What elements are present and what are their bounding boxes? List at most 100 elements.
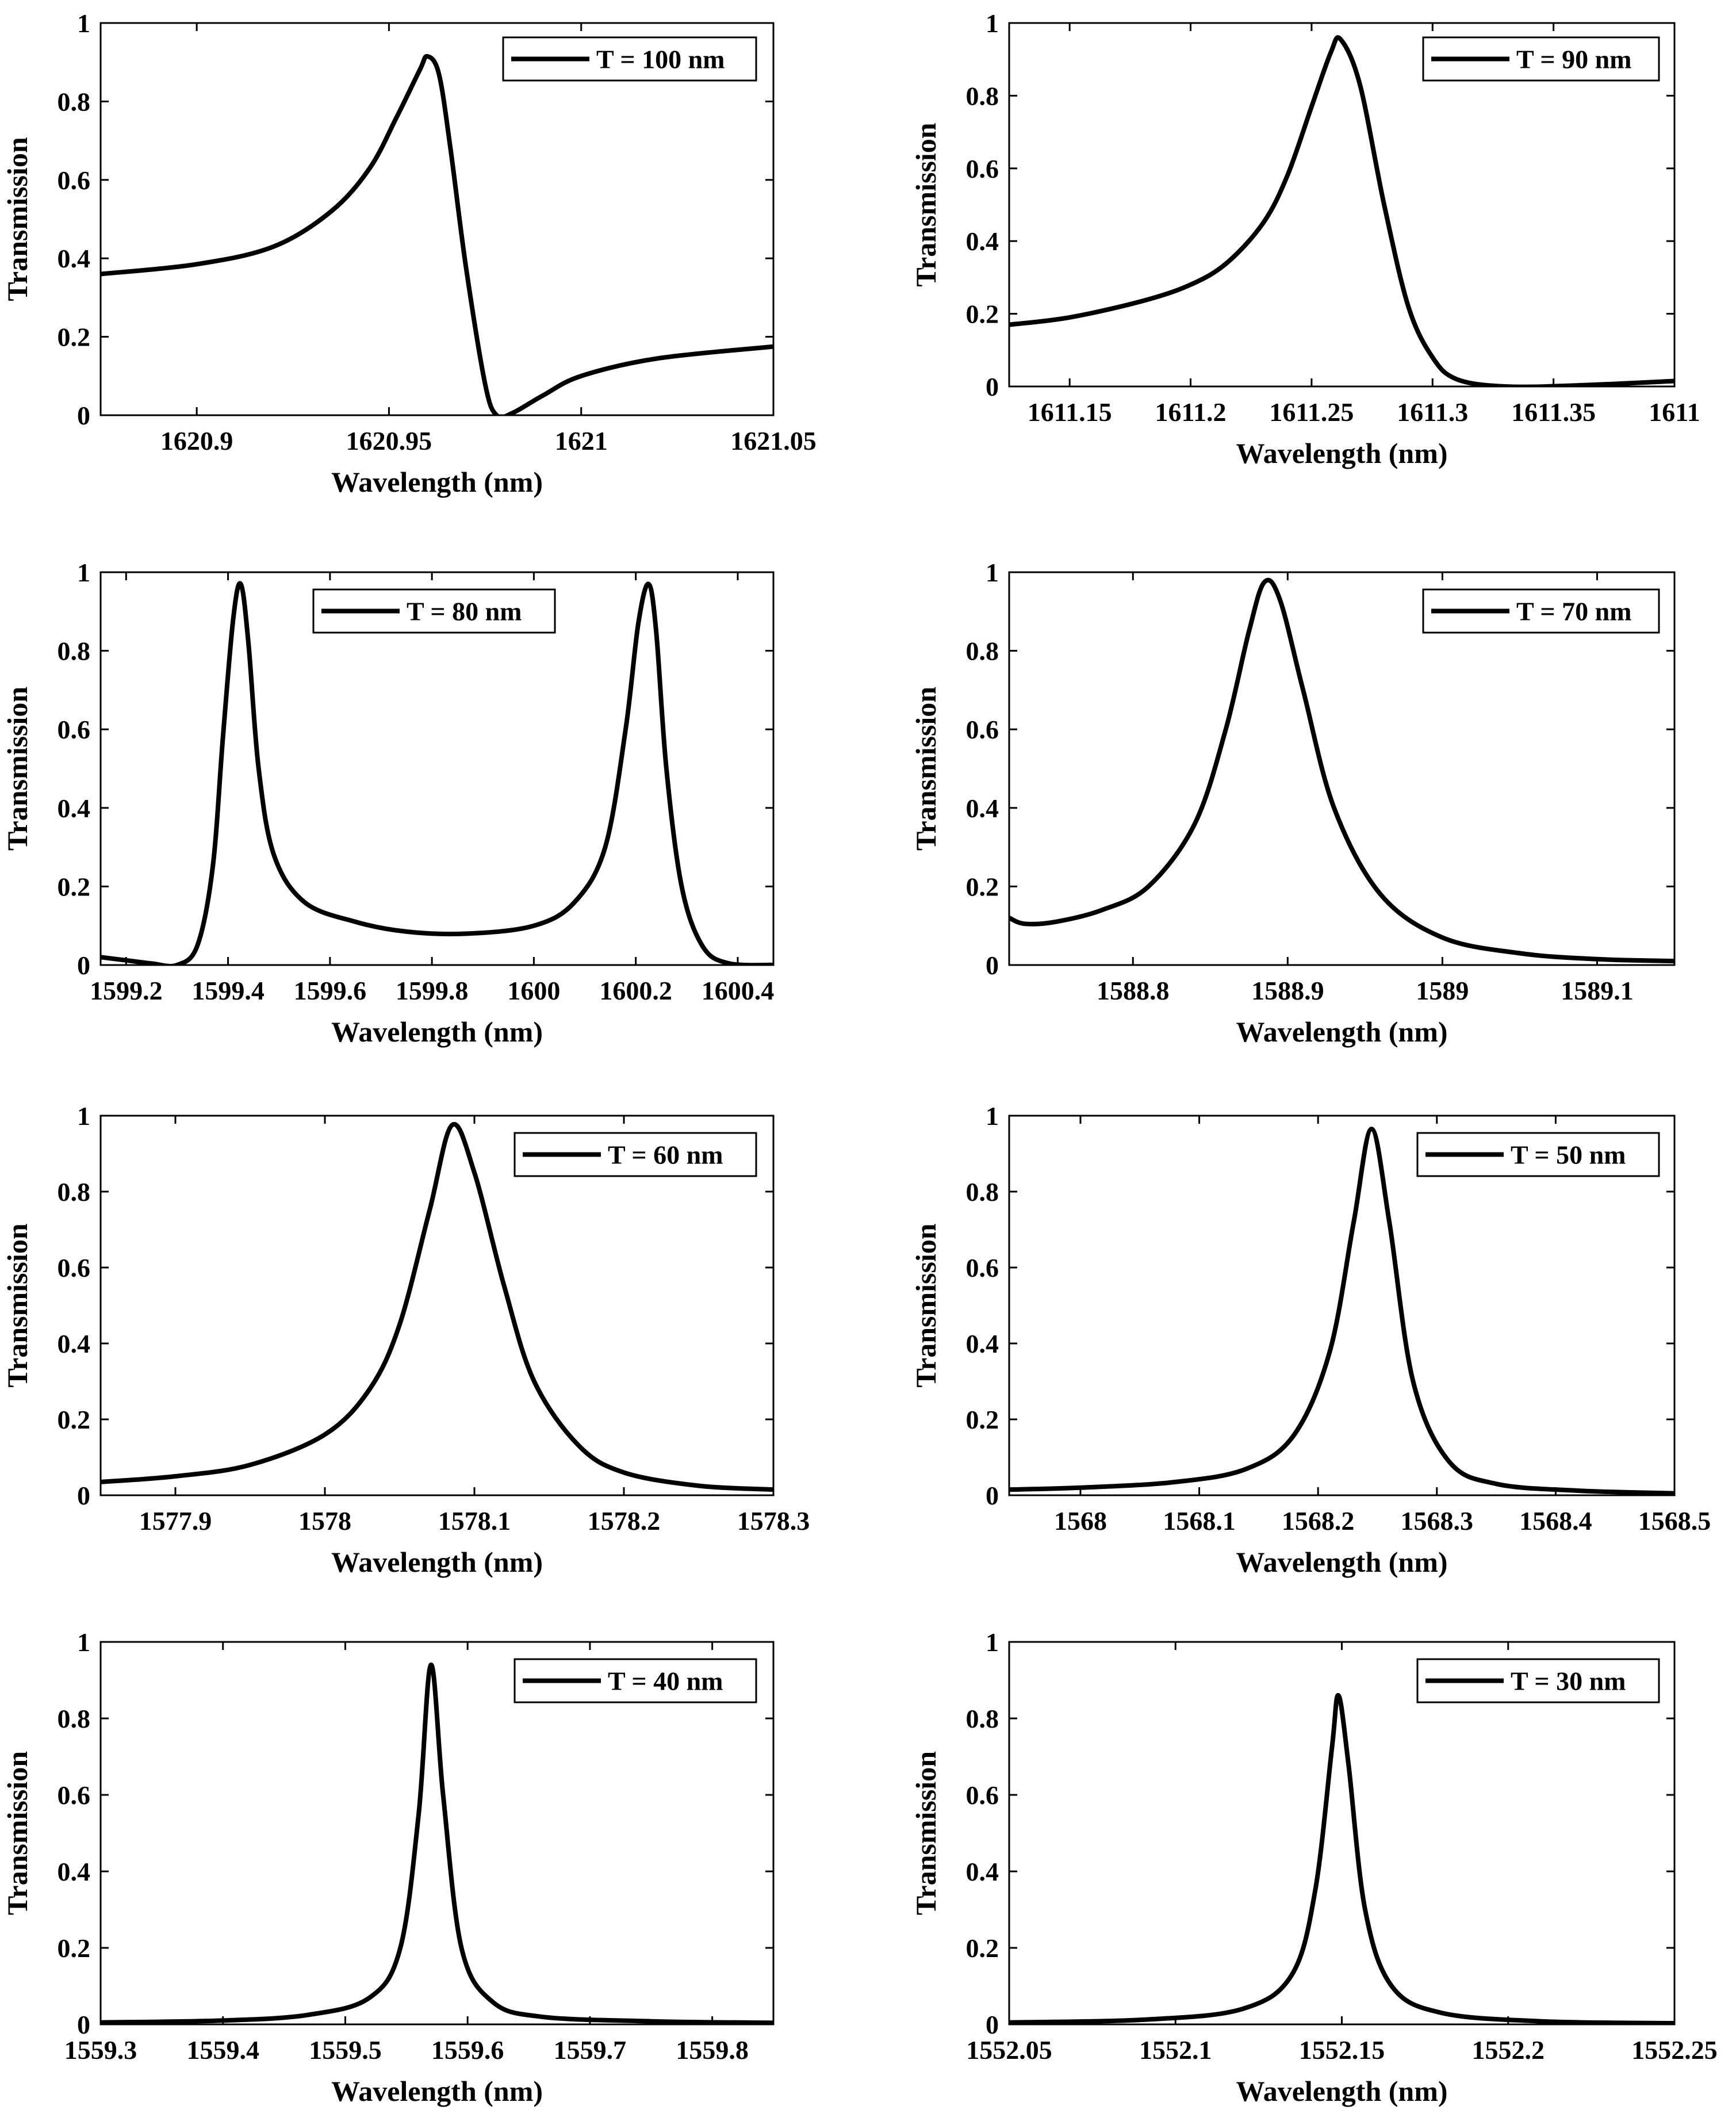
x-axis-label: Wavelength (nm)	[1236, 437, 1447, 469]
y-tick-label: 0.6	[966, 715, 999, 744]
chart-panel: 1599.2 1599.4 1599.6 1599.8 1600 1600.2 1600.4…	[1, 558, 775, 1048]
legend-label: T = 40 nm	[608, 1667, 723, 1696]
x-tick-label: 1559.3	[64, 2035, 137, 2065]
x-tick-label: 1568.2	[1282, 1506, 1355, 1536]
legend: T = 30 nm	[1416, 1658, 1660, 1703]
x-axis-label: Wavelength (nm)	[331, 2075, 543, 2107]
x-tick-label: 1559.4	[186, 2035, 259, 2065]
y-tick-label: 0.8	[966, 81, 999, 110]
y-tick-label: 0.6	[966, 1781, 999, 1810]
y-axis-label: Transmission	[910, 687, 942, 851]
plot-frame	[99, 571, 775, 966]
legend-label: T = 70 nm	[1516, 597, 1631, 626]
x-tick-label: 1611.2	[1155, 397, 1227, 427]
y-tick-label: 1	[986, 1101, 999, 1131]
y-tick-label: 0	[77, 2010, 90, 2039]
y-axis-label: Transmission	[910, 1751, 942, 1915]
y-tick-label: 0.2	[966, 872, 999, 901]
plot-frame	[99, 22, 775, 416]
legend-label: T = 30 nm	[1511, 1667, 1626, 1696]
y-tick-label: 0.2	[58, 323, 91, 352]
y-tick-label: 0	[77, 1481, 90, 1510]
legend: T = 40 nm	[513, 1658, 757, 1703]
legend: T = 50 nm	[1416, 1132, 1660, 1177]
legend-label: T = 50 nm	[1511, 1140, 1626, 1170]
y-tick-label: 1	[77, 1628, 90, 1657]
y-tick-label: 0.8	[966, 1177, 999, 1207]
x-tick-label: 1589	[1416, 976, 1469, 1005]
y-tick-label: 1	[986, 9, 999, 38]
x-tick-label: 1568.4	[1519, 1506, 1592, 1536]
y-tick-label: 1	[77, 558, 90, 587]
y-tick-label: 0.6	[58, 715, 91, 744]
chart-panel: 1577.9 1578 1578.1 1578.2 1578.3 0 0.2 0.4 0.6 0.…	[1, 1101, 810, 1578]
plot-frame	[1008, 571, 1676, 966]
y-tick-label: 0	[77, 951, 90, 980]
y-tick-label: 0	[77, 401, 90, 430]
x-tick-label: 1599.6	[294, 976, 367, 1005]
y-tick-label: 0.8	[58, 637, 91, 666]
y-tick-label: 0.6	[58, 1781, 91, 1810]
y-tick-label: 0	[986, 951, 999, 980]
y-tick-label: 0.8	[58, 87, 91, 116]
y-axis-label: Transmission	[910, 1223, 942, 1387]
y-tick-label: 0.4	[58, 1329, 91, 1358]
y-tick-label: 0.2	[966, 300, 999, 329]
x-tick-label: 1552.2	[1472, 2035, 1545, 2065]
series-line	[101, 53, 773, 415]
x-tick-label: 1568.3	[1401, 1506, 1474, 1536]
x-tick-label: 1611.35	[1511, 397, 1596, 427]
x-tick-label: 1578.3	[737, 1506, 810, 1536]
x-axis-label: Wavelength (nm)	[1236, 1546, 1447, 1578]
series-line	[1009, 1693, 1674, 2024]
y-tick-label: 0.6	[966, 1253, 999, 1282]
legend: T = 60 nm	[513, 1132, 757, 1177]
x-axis-label: Wavelength (nm)	[1236, 1016, 1447, 1048]
series-line	[1009, 1127, 1674, 1495]
plot-frame	[99, 1641, 775, 2026]
chart-panel: 1559.3 1559.4 1559.5 1559.6 1559.7 1559.8 0 0.2…	[1, 1628, 775, 2107]
series-line	[101, 1662, 773, 2024]
x-tick-label: 1621	[555, 426, 608, 455]
x-tick-label: 1589.1	[1561, 976, 1634, 1005]
y-tick-label: 1	[77, 1101, 90, 1131]
legend-label: T = 100 nm	[596, 45, 725, 74]
x-tick-label: 1578.2	[588, 1506, 661, 1536]
x-tick-label: 1620.95	[346, 426, 432, 455]
chart-panel: 1552.05 1552.1 1552.15 1552.2 1552.25 0 0.2 0.4…	[910, 1628, 1718, 2107]
x-tick-label: 1611	[1649, 397, 1700, 427]
y-tick-label: 0.6	[58, 1253, 91, 1282]
x-tick-label: 1552.15	[1299, 2035, 1385, 2065]
y-axis-label: Transmission	[910, 122, 942, 286]
x-tick-label: 1599.4	[191, 976, 265, 1005]
chart-panel: 1620.9 1620.95 1621 1621.05 0 0.2 0.4 0.6 0.8 1 Wa…	[1, 9, 817, 498]
y-tick-label: 0.4	[58, 244, 91, 273]
x-tick-label: 1552.25	[1631, 2035, 1718, 2065]
legend-label: T = 80 nm	[407, 597, 522, 626]
x-tick-label: 1568.1	[1163, 1506, 1236, 1536]
y-tick-label: 0.4	[966, 794, 999, 823]
y-tick-label: 0.6	[966, 154, 999, 183]
y-axis-label: Transmission	[1, 687, 33, 851]
y-tick-label: 0	[986, 1481, 999, 1510]
legend: T = 100 nm	[502, 36, 757, 82]
x-tick-label: 1568	[1054, 1506, 1107, 1536]
legend: T = 70 nm	[1422, 588, 1660, 634]
x-tick-label: 1559.7	[554, 2035, 627, 2065]
series-line	[1009, 577, 1674, 964]
y-tick-label: 0.4	[966, 1329, 999, 1358]
x-tick-label: 1552.05	[966, 2035, 1052, 2065]
y-tick-label: 0.8	[58, 1704, 91, 1733]
x-tick-label: 1568.5	[1638, 1506, 1711, 1536]
legend: T = 80 nm	[312, 588, 556, 634]
x-tick-label: 1552.1	[1139, 2035, 1212, 2065]
y-tick-label: 0.8	[966, 637, 999, 666]
legend: T = 90 nm	[1422, 36, 1660, 82]
x-tick-label: 1599.2	[90, 976, 163, 1005]
y-tick-label: 0.6	[58, 166, 91, 195]
y-axis-label: Transmission	[1, 137, 33, 301]
x-tick-label: 1600.2	[599, 976, 672, 1005]
x-tick-label: 1588.8	[1097, 976, 1170, 1005]
x-tick-label: 1611.25	[1269, 397, 1354, 427]
x-axis-label: Wavelength (nm)	[331, 466, 543, 498]
